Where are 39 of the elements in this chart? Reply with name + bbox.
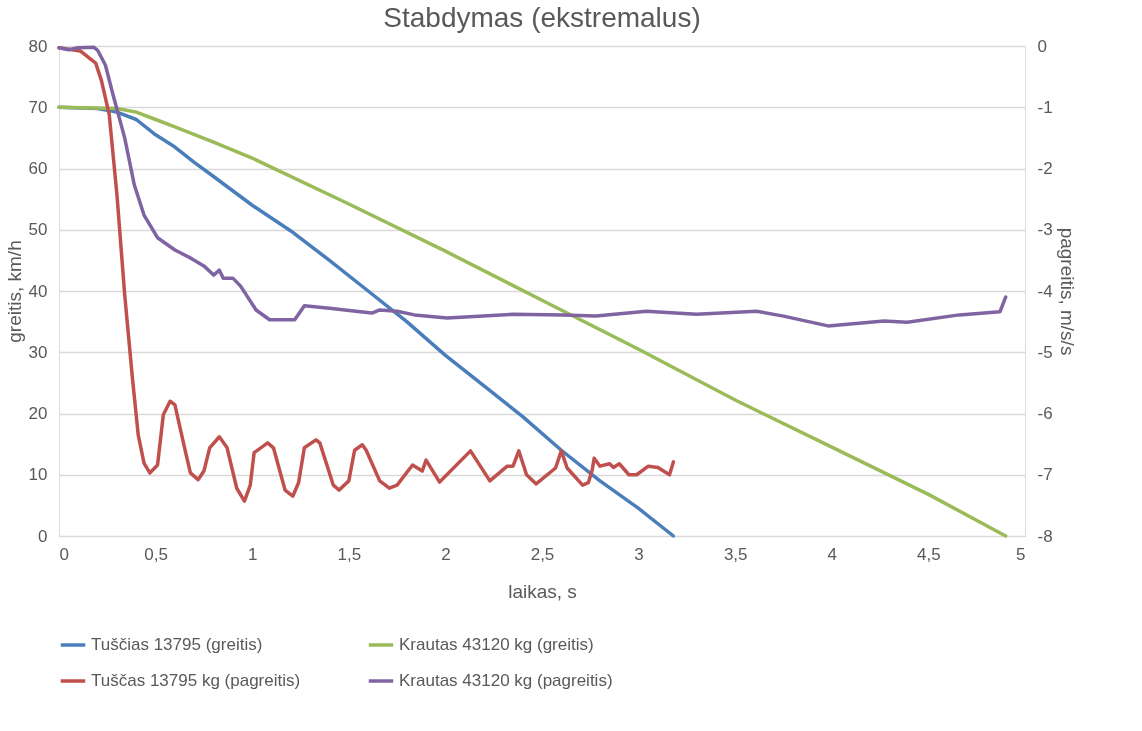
x-tick-label: 0,5	[144, 544, 168, 564]
line-series	[57, 45, 1008, 328]
y2-tick-label: 0	[1037, 36, 1047, 56]
y2-tick-label: -7	[1037, 465, 1053, 485]
x-tick-label: 1	[247, 544, 258, 564]
y-tick-label: 80	[28, 36, 48, 56]
y2-tick-label: -2	[1037, 159, 1053, 178]
x-tick-label: 2	[441, 544, 451, 564]
x-tick-label: 0	[59, 544, 69, 564]
y-tick-label: 50	[28, 220, 48, 240]
chart-title: Stabdymas (ekstremalus)	[383, 2, 701, 33]
y2-tick-label: -4	[1037, 281, 1053, 301]
x-tick-label: 4	[827, 544, 838, 564]
legend-label: Tuščias 13795 (greitis)	[91, 635, 263, 654]
x-tick-label: 1,5	[337, 544, 362, 564]
y-axis-title: greitis, km/h	[3, 240, 25, 343]
y2-tick-label: -6	[1037, 404, 1053, 423]
y-tick-label: 0	[38, 526, 48, 546]
line-series	[57, 105, 1008, 538]
y2-tick-label: -8	[1037, 526, 1053, 546]
y-tick-label: 20	[28, 404, 48, 423]
y2-axis-title: pagreitis, m/s/s	[1056, 227, 1078, 356]
legend-label: Tuščas 13795 kg (pagreitis)	[91, 671, 301, 690]
x-tick-label: 3	[634, 544, 644, 564]
legend-label: Krautas 43120 kg (pagreitis)	[399, 671, 613, 690]
y-tick-label: 30	[28, 342, 48, 362]
y2-tick-label: -5	[1037, 342, 1053, 362]
y2-tick-label: -3	[1037, 220, 1053, 240]
y-tick-label: 70	[28, 97, 48, 117]
x-tick-label: 5	[1016, 544, 1026, 564]
x-tick-label: 3,5	[723, 544, 748, 564]
y-tick-label: 10	[28, 465, 48, 485]
x-tick-label: 2,5	[530, 544, 555, 564]
y-tick-label: 40	[28, 281, 48, 301]
y-tick-label: 60	[28, 159, 48, 178]
legend-label: Krautas 43120 kg (greitis)	[399, 635, 594, 654]
y2-tick-label: -1	[1037, 97, 1053, 117]
x-axis-title: laikas, s	[508, 580, 577, 602]
x-tick-label: 4,5	[917, 544, 941, 564]
